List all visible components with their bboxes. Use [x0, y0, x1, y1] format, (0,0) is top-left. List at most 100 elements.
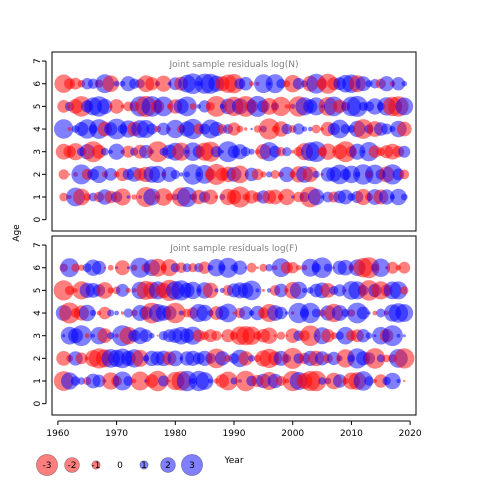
positive-residual-bubble	[312, 170, 320, 178]
positive-residual-bubble	[218, 303, 238, 323]
negative-residual-bubble	[203, 189, 218, 205]
panel-title: Joint sample residuals log(F)	[169, 244, 297, 254]
positive-residual-bubble	[398, 145, 411, 158]
positive-residual-bubble	[292, 77, 305, 90]
positive-residual-bubble	[279, 166, 295, 183]
y-tick-label: 4	[33, 310, 43, 316]
negative-residual-bubble	[165, 193, 174, 201]
positive-residual-bubble	[402, 334, 406, 338]
y-axis: 0 1 2 3 4 5 6 7	[33, 58, 47, 223]
positive-residual-bubble	[376, 308, 386, 318]
negative-residual-bubble	[68, 173, 71, 176]
negative-residual-bubble	[261, 288, 265, 292]
positive-residual-bubble	[301, 287, 308, 293]
negative-residual-bubble	[165, 302, 186, 324]
positive-residual-bubble	[123, 308, 133, 318]
negative-residual-bubble	[71, 263, 80, 272]
negative-residual-bubble	[353, 119, 374, 139]
y-tick-label: 3	[33, 149, 43, 155]
negative-residual-bubble	[75, 352, 88, 365]
positive-residual-bubble	[78, 304, 96, 322]
positive-residual-bubble	[139, 329, 153, 343]
negative-residual-bubble	[131, 349, 149, 367]
negative-residual-bubble	[96, 282, 114, 299]
negative-residual-bubble	[394, 348, 415, 369]
positive-residual-bubble	[265, 264, 273, 272]
negative-residual-bubble	[59, 192, 69, 202]
positive-residual-bubble	[340, 124, 351, 134]
negative-residual-bubble	[295, 265, 302, 271]
panel-1: Joint sample residuals log(N) 0 1 2 3 4 5 6 7	[33, 51, 417, 232]
plot-frame	[51, 51, 417, 232]
positive-residual-bubble	[238, 76, 253, 91]
negative-residual-bubble	[131, 194, 137, 200]
positive-residual-bubble	[323, 263, 332, 272]
negative-residual-bubble	[305, 370, 327, 392]
negative-residual-bubble	[260, 171, 267, 178]
positive-residual-bubble	[300, 302, 321, 324]
negative-residual-bubble	[311, 124, 321, 134]
y-tick-label: 1	[33, 378, 43, 384]
negative-residual-bubble	[103, 266, 106, 269]
positive-residual-bubble	[195, 372, 214, 390]
positive-residual-bubble	[356, 306, 370, 320]
positive-residual-bubble	[301, 126, 308, 132]
positive-residual-bubble	[274, 306, 288, 320]
positive-residual-bubble	[196, 304, 213, 322]
positive-residual-bubble	[71, 325, 92, 347]
positive-residual-bubble	[389, 281, 408, 300]
negative-residual-bubble	[382, 354, 391, 363]
bubble-group	[53, 257, 415, 392]
positive-residual-bubble	[149, 165, 167, 183]
positive-residual-bubble	[250, 127, 253, 131]
negative-residual-bubble	[249, 81, 255, 87]
negative-residual-bubble	[258, 118, 280, 140]
positive-residual-bubble	[396, 379, 401, 383]
positive-residual-bubble	[282, 147, 292, 157]
positive-residual-bubble	[353, 371, 373, 391]
negative-residual-bubble	[202, 282, 219, 299]
negative-residual-bubble	[398, 261, 411, 274]
positive-residual-bubble	[365, 332, 373, 340]
negative-residual-bubble	[400, 286, 409, 295]
negative-residual-bubble	[145, 77, 159, 91]
positive-residual-bubble	[400, 193, 408, 201]
legend-label: -1	[92, 461, 101, 471]
negative-residual-bubble	[227, 122, 241, 136]
negative-residual-bubble	[98, 306, 112, 320]
negative-residual-bubble	[267, 189, 283, 205]
negative-residual-bubble	[156, 334, 159, 337]
negative-residual-bubble	[189, 103, 197, 110]
positive-residual-bubble	[176, 186, 198, 208]
x-axis: 1960 1970 1980 1990 2000 2010 2020	[46, 420, 422, 439]
negative-residual-bubble	[290, 149, 295, 154]
negative-residual-bubble	[319, 143, 337, 160]
negative-residual-bubble	[66, 143, 85, 161]
positive-residual-bubble	[244, 266, 247, 269]
positive-residual-bubble	[167, 350, 184, 367]
legend-label: 0	[117, 461, 123, 471]
x-tick-label: 1980	[164, 429, 187, 439]
y-tick-label: 5	[33, 288, 43, 294]
negative-residual-bubble	[386, 261, 399, 274]
legend-bubble	[160, 457, 176, 473]
positive-residual-bubble	[116, 283, 129, 297]
positive-residual-bubble	[376, 354, 385, 363]
positive-residual-bubble	[90, 165, 108, 184]
positive-residual-bubble	[215, 351, 230, 366]
positive-residual-bubble	[100, 147, 109, 156]
negative-residual-bubble	[102, 75, 119, 92]
negative-residual-bubble	[211, 330, 222, 341]
positive-residual-bubble	[379, 189, 395, 205]
negative-residual-bubble	[259, 263, 268, 272]
positive-residual-bubble	[390, 188, 407, 206]
positive-residual-bubble	[149, 332, 155, 339]
negative-residual-bubble	[97, 328, 113, 344]
positive-residual-bubble	[60, 258, 80, 278]
positive-residual-bubble	[311, 308, 321, 318]
positive-residual-bubble	[239, 306, 253, 320]
negative-residual-bubble	[58, 169, 69, 180]
positive-residual-bubble	[356, 329, 370, 343]
positive-residual-bubble	[346, 95, 368, 117]
